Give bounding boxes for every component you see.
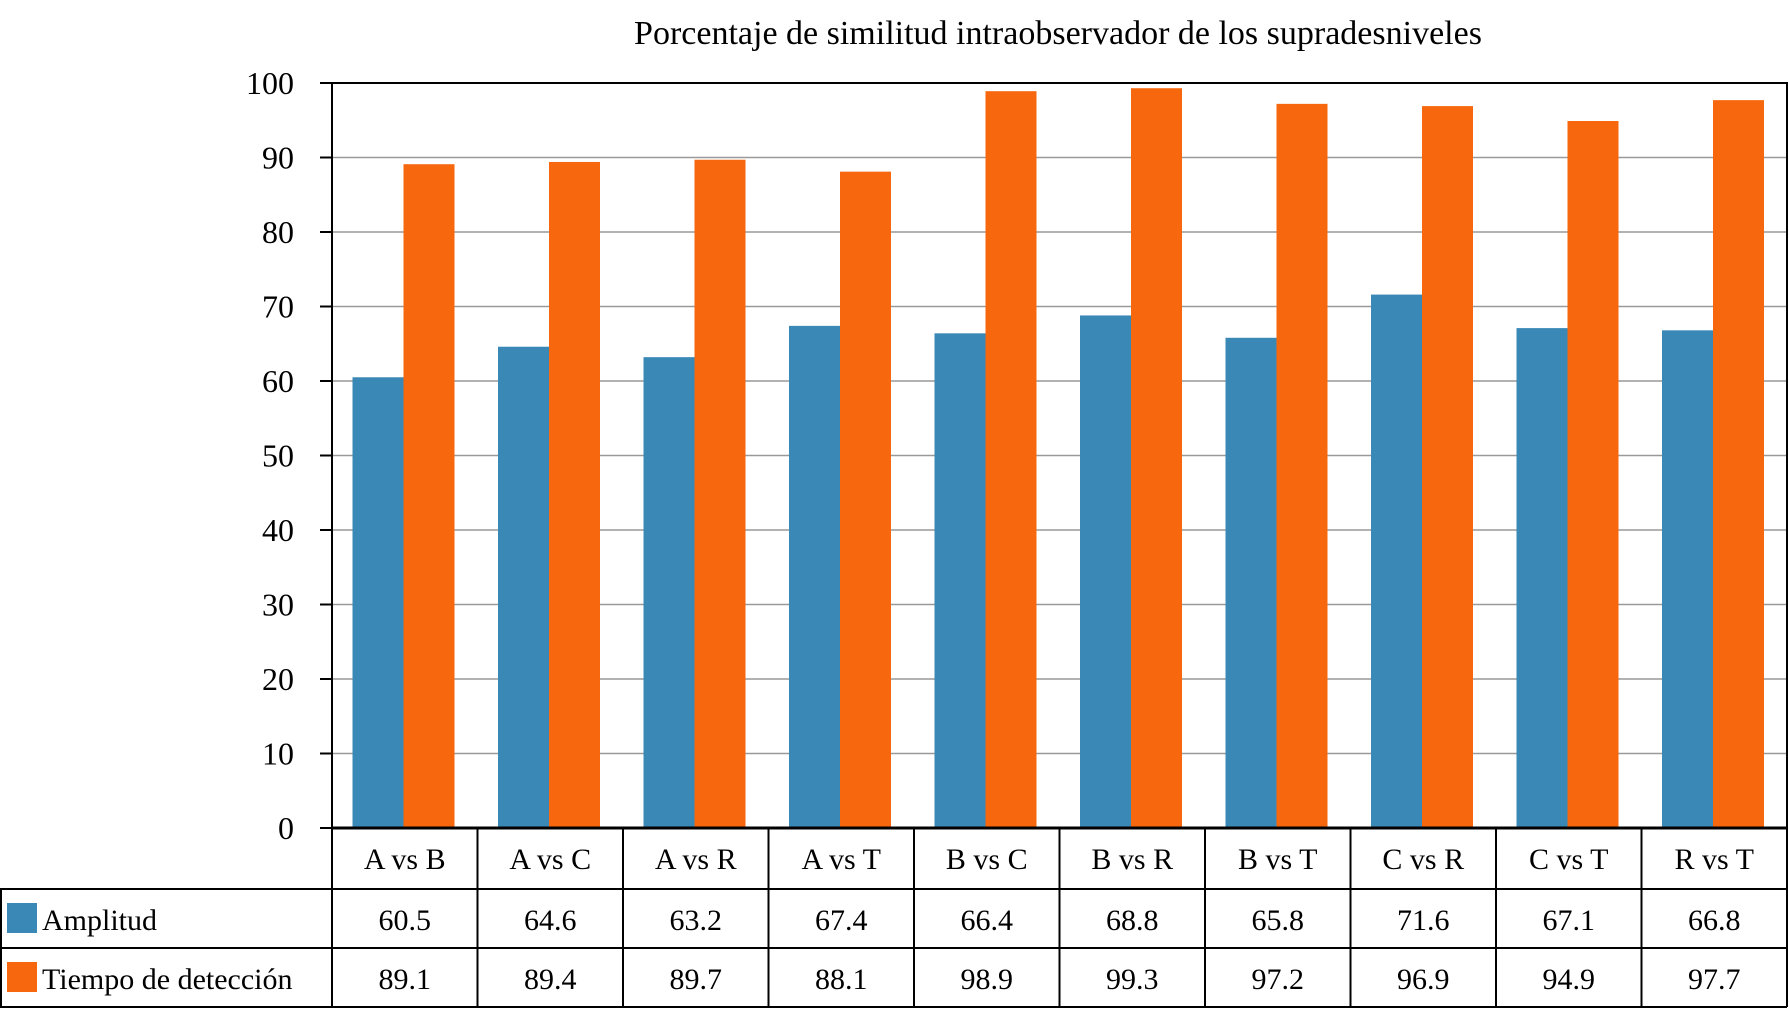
x-category-label: C vs R <box>1382 843 1464 876</box>
bar-tiempo <box>403 164 455 828</box>
bar-amplitud <box>643 357 695 828</box>
bar-tiempo <box>1276 103 1328 829</box>
bar-amplitud <box>934 333 986 828</box>
bar-amplitud <box>1371 294 1422 829</box>
bar-amplitud <box>1225 337 1277 828</box>
legend-label: Amplitud <box>42 904 157 937</box>
y-tick-label: 70 <box>262 289 294 325</box>
legend-swatch <box>7 962 37 992</box>
bar-tiempo <box>1422 106 1473 829</box>
y-tick-label: 90 <box>262 140 294 176</box>
data-table-value: 96.9 <box>1397 963 1450 996</box>
y-tick-label: 60 <box>262 363 294 399</box>
x-category-label: R vs T <box>1675 843 1754 876</box>
data-table-value: 67.4 <box>815 904 868 937</box>
data-table-value: 66.8 <box>1688 904 1741 937</box>
x-category-label: B vs C <box>946 843 1028 876</box>
data-table-value: 67.1 <box>1543 904 1596 937</box>
bar-amplitud <box>1080 315 1131 828</box>
x-category-label: A vs R <box>655 843 737 876</box>
data-table-value: 60.5 <box>379 904 432 937</box>
x-category-label: A vs T <box>802 843 881 876</box>
legend-label: Tiempo de detección <box>42 963 293 996</box>
y-tick-label: 80 <box>262 214 294 250</box>
bar-amplitud <box>1516 328 1568 828</box>
data-table-value: 89.1 <box>379 963 432 996</box>
bar-tiempo <box>1131 88 1182 829</box>
bar-amplitud <box>789 325 840 828</box>
x-category-label: C vs T <box>1529 843 1608 876</box>
bar-tiempo <box>840 171 891 828</box>
data-table-value: 99.3 <box>1106 963 1159 996</box>
y-tick-label: 20 <box>262 661 294 697</box>
data-table-value: 89.7 <box>670 963 723 996</box>
bar-amplitud <box>1662 330 1713 828</box>
data-table-value: 71.6 <box>1397 904 1450 937</box>
data-table-value: 89.4 <box>524 963 577 996</box>
x-category-label: B vs T <box>1238 843 1317 876</box>
data-table-value: 63.2 <box>670 904 723 937</box>
data-table-value: 66.4 <box>961 904 1014 937</box>
bar-tiempo <box>1713 100 1764 828</box>
data-table-value: 64.6 <box>524 904 577 937</box>
bar-amplitud <box>352 377 404 828</box>
legend-swatch <box>7 903 37 933</box>
data-table-value: 97.7 <box>1688 963 1741 996</box>
chart-title: Porcentaje de similitud intraobservador … <box>634 15 1482 52</box>
y-tick-label: 100 <box>246 65 294 101</box>
bar-tiempo <box>985 91 1037 828</box>
bar-amplitud <box>498 346 549 828</box>
x-category-label: B vs R <box>1091 843 1173 876</box>
y-tick-label: 10 <box>262 736 294 772</box>
x-category-label: A vs B <box>364 843 446 876</box>
bar-tiempo <box>694 159 746 829</box>
data-table-value: 98.9 <box>961 963 1014 996</box>
y-tick-label: 50 <box>262 438 294 474</box>
data-table-value: 88.1 <box>815 963 868 996</box>
data-table-value: 65.8 <box>1252 904 1305 937</box>
x-category-label: A vs C <box>509 843 591 876</box>
bar-tiempo <box>1567 120 1619 829</box>
bar-tiempo <box>549 161 600 829</box>
data-table-value: 94.9 <box>1543 963 1596 996</box>
y-tick-label: 40 <box>262 512 294 548</box>
data-table-value: 68.8 <box>1106 904 1159 937</box>
y-tick-label: 0 <box>278 810 294 846</box>
y-tick-label: 30 <box>262 587 294 623</box>
data-table-value: 97.2 <box>1252 963 1305 996</box>
